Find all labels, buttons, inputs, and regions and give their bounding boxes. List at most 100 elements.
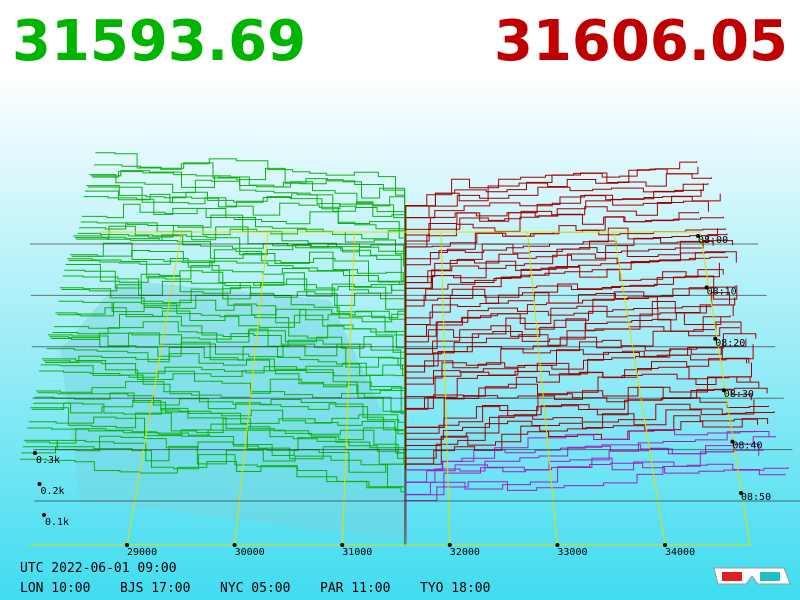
depth-fill <box>60 280 405 540</box>
price-tick <box>555 543 560 547</box>
price-tick <box>340 543 345 547</box>
bid-layer <box>64 269 405 361</box>
ask-layer <box>405 173 712 245</box>
time-tick <box>704 285 709 290</box>
bid-layer <box>34 392 405 484</box>
bid-layer <box>42 358 405 453</box>
time-tick <box>730 439 735 444</box>
ask-layer <box>405 211 699 288</box>
price-tick <box>663 543 667 547</box>
bid-layer <box>70 250 405 337</box>
clock-label: BJS 17:00 <box>120 581 190 596</box>
bid-layer <box>36 390 405 478</box>
ask-layer <box>405 399 755 484</box>
clock-label: TYO 18:00 <box>420 581 490 596</box>
ask-layer <box>405 463 786 545</box>
bid-layer <box>39 370 405 466</box>
price-grid-line <box>126 231 183 546</box>
time-label: 08:10 <box>707 286 737 297</box>
ask-layer <box>405 183 704 251</box>
bid-layer <box>59 287 405 380</box>
bid-layer <box>74 234 405 318</box>
ask-layer <box>405 312 722 392</box>
time-tick <box>696 234 700 238</box>
price-grid-line <box>341 231 356 546</box>
bid-layer <box>56 301 405 392</box>
bid-layer <box>79 222 405 300</box>
bid-layer <box>21 446 405 539</box>
ask-layer <box>405 285 738 367</box>
ask-layer <box>405 358 747 441</box>
clocks: LON 10:00 BJS 17:00 NYC 05:00 PAR 11:00 TYO … <box>20 581 490 596</box>
ask-layer <box>405 262 720 343</box>
ask-layer <box>405 297 736 380</box>
depth-layers <box>19 152 789 545</box>
time-tick <box>739 491 743 495</box>
price-tick <box>125 543 129 547</box>
ask-price: 31606.05 <box>494 9 788 74</box>
bid-layer <box>89 174 406 257</box>
bid-layer <box>76 225 405 312</box>
bid-layer <box>61 284 405 374</box>
bid-layer <box>37 381 405 472</box>
ask-layer <box>405 462 789 539</box>
time-label: 08:30 <box>724 389 754 400</box>
price-label: 33000 <box>557 547 587 558</box>
bid-price: 31593.69 <box>12 9 306 74</box>
ask-layer <box>405 304 734 386</box>
depth-tick <box>33 451 37 455</box>
ask-layer <box>405 449 764 533</box>
utc-time: UTC 2022-06-01 09:00 <box>20 561 177 576</box>
ask-layer <box>405 200 709 275</box>
price-label: 29000 <box>127 547 157 558</box>
bid-layer <box>53 314 405 404</box>
ask-layer <box>405 269 724 349</box>
bid-layer <box>68 258 405 343</box>
price-label: 32000 <box>450 547 480 558</box>
bid-layer <box>86 185 406 269</box>
ask-layer <box>405 338 747 423</box>
bid-layer <box>73 235 405 325</box>
bid-layer <box>52 321 405 410</box>
time-label: 08:50 <box>741 492 771 503</box>
time-tick <box>721 388 726 393</box>
ask-layer <box>405 292 730 374</box>
bid-layer <box>92 171 406 245</box>
bid-layer <box>71 242 405 331</box>
bid-layer <box>83 196 406 282</box>
bid-layer <box>85 190 406 275</box>
3d-glasses-icon <box>713 567 791 585</box>
ask-layer <box>405 240 733 312</box>
bid-layer <box>45 353 405 441</box>
ask-layer <box>405 409 775 490</box>
depth-label: 0.2k <box>41 486 65 497</box>
price-grid-line <box>526 231 558 546</box>
ask-layer <box>405 166 699 239</box>
depth-tick <box>42 513 46 517</box>
bid-layer <box>19 458 405 545</box>
ask-layer <box>405 256 729 337</box>
bid-layer <box>55 307 405 398</box>
ask-layer <box>405 326 740 410</box>
price-tick <box>232 543 237 547</box>
price-grid-line <box>613 231 666 546</box>
ask-layer <box>405 189 702 263</box>
bid-layer <box>25 428 405 521</box>
ask-layer <box>405 251 737 331</box>
bid-layer <box>30 407 405 502</box>
price-grid-line <box>234 231 269 546</box>
time-label: 08:20 <box>715 338 745 349</box>
ask-layer <box>405 333 757 417</box>
ask-layer <box>405 193 721 269</box>
price-label: 30000 <box>235 547 265 558</box>
clock-label: NYC 05:00 <box>220 581 290 596</box>
time-label: 08:40 <box>732 441 762 452</box>
clock-label: LON 10:00 <box>20 581 90 596</box>
ask-layer <box>405 418 769 502</box>
bid-layer <box>24 435 405 527</box>
bid-layer <box>88 186 406 263</box>
depth-label: 0.1k <box>45 517 69 528</box>
ask-layer <box>405 183 709 257</box>
